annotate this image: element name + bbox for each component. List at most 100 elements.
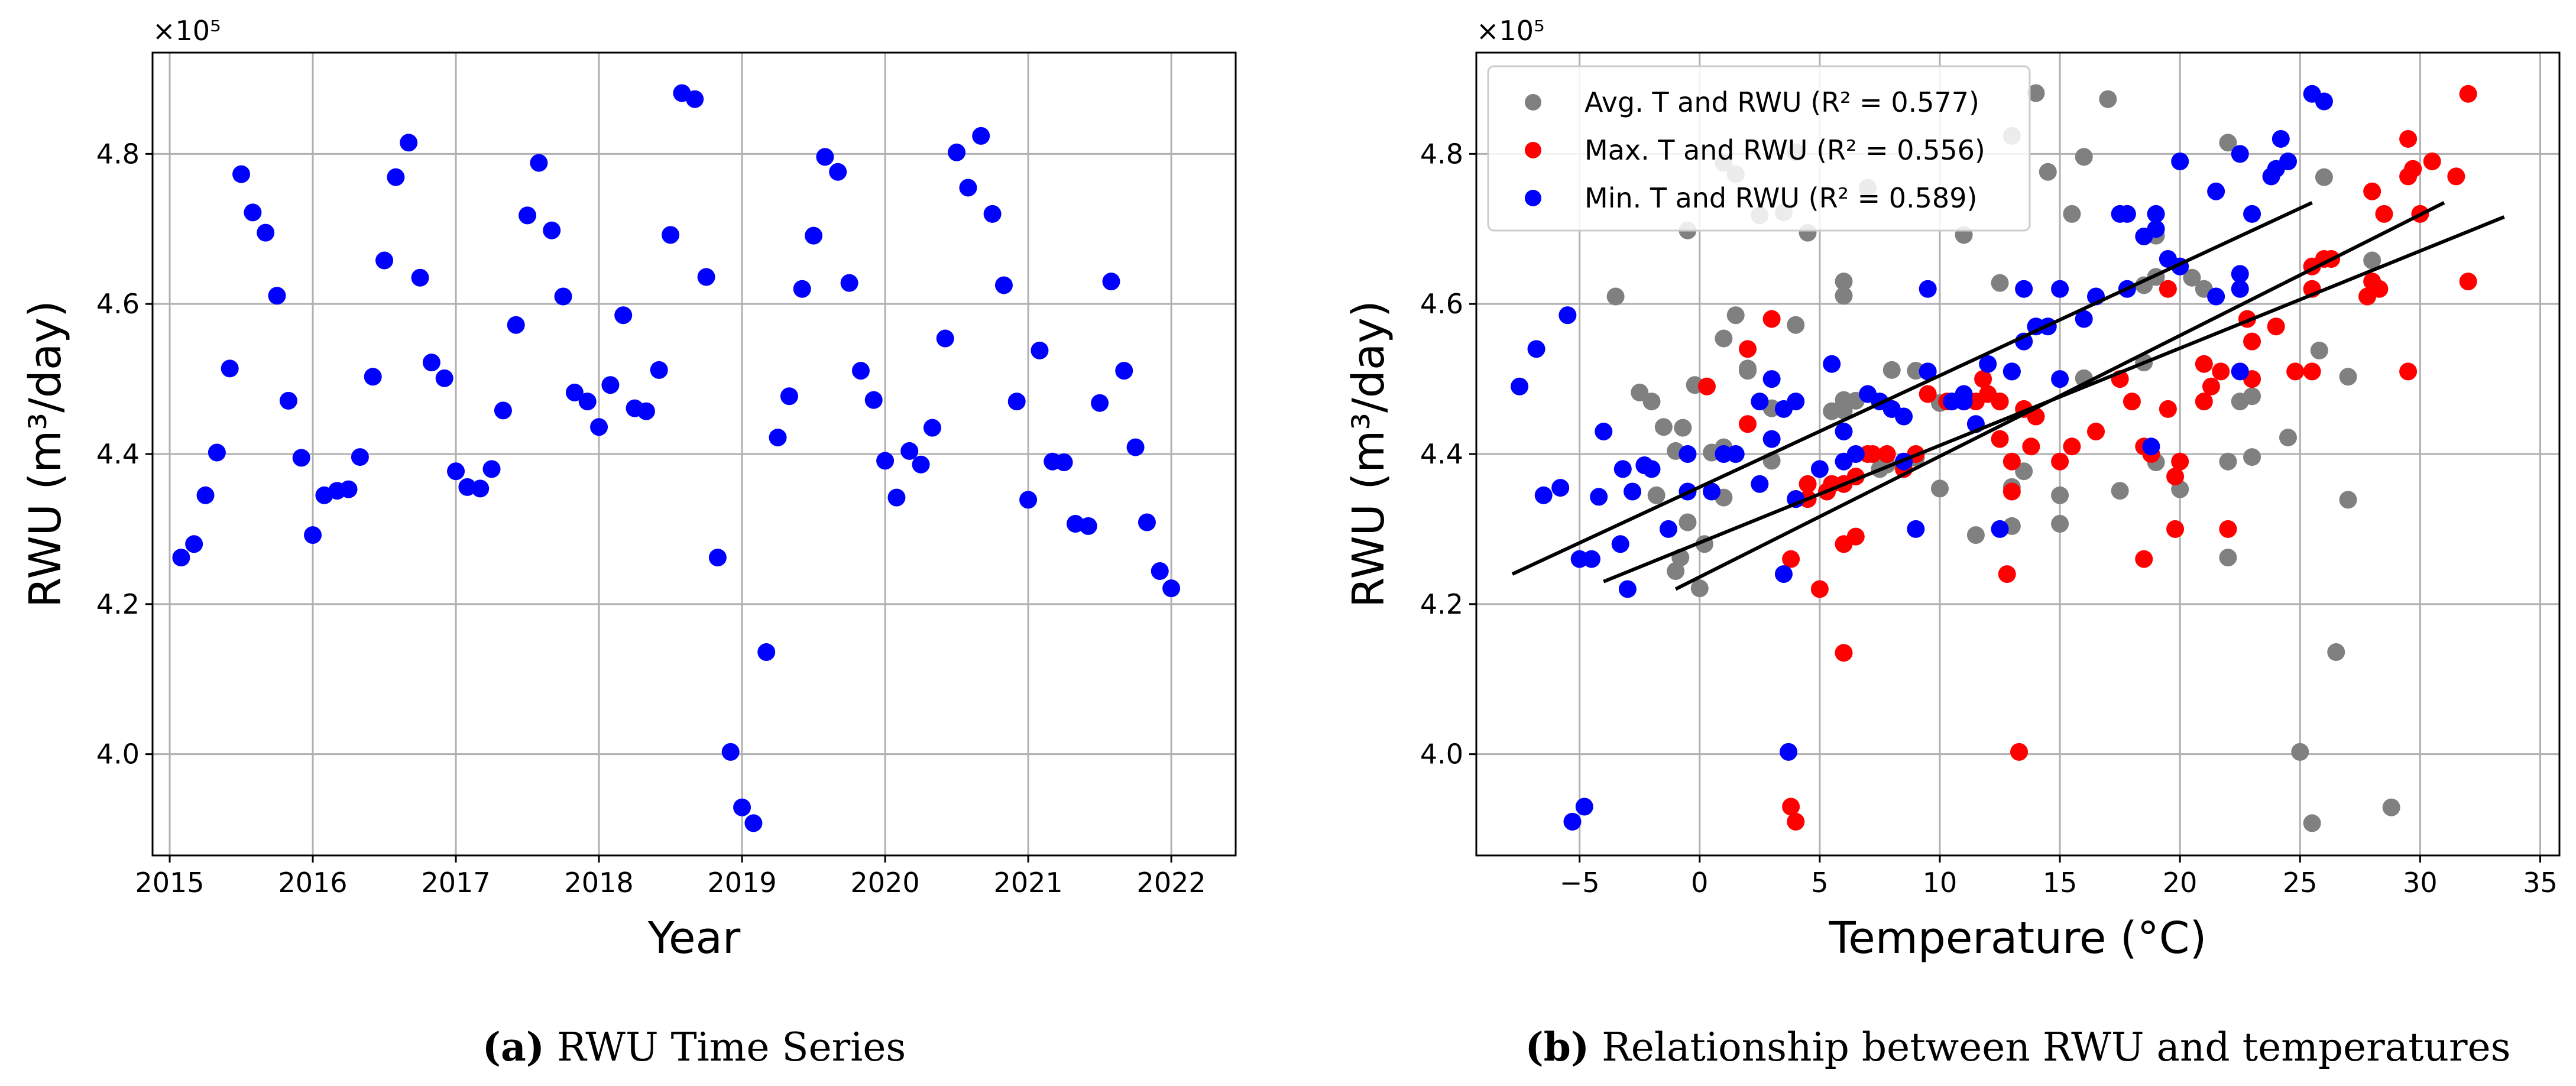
data-point-avg (2111, 482, 2129, 500)
data-point-min (1823, 355, 1841, 373)
data-point-rwu (482, 460, 501, 478)
data-point-rwu (208, 443, 226, 462)
data-point-avg (2183, 268, 2201, 287)
legend-name-min: Min. T and RWU (1585, 182, 1800, 214)
data-point-avg (1835, 391, 1853, 409)
data-point-min (1551, 479, 1570, 497)
data-point-rwu (578, 393, 597, 411)
data-point-rwu (447, 462, 465, 481)
data-point-rwu (172, 549, 190, 567)
legend-name-max: Max. T and RWU (1585, 134, 1807, 166)
data-point-min (1563, 812, 1582, 831)
y-tick-label: 4.8 (1420, 138, 1463, 170)
data-point-min (2111, 205, 2129, 223)
data-point-rwu (708, 549, 727, 567)
data-point-avg (1726, 306, 1745, 325)
data-point-min (2231, 265, 2249, 283)
data-point-min (1642, 460, 1661, 478)
legend-r2-max: (R² = 0.556) (1816, 134, 1985, 166)
data-point-rwu (757, 643, 776, 662)
panel-b-relationship: −5 0 5 10 15 20 25 30 35 4.0 4.2 4.4 4.6 4.8 ×10⁵ Te… (1343, 15, 2561, 1070)
data-point-min (1618, 580, 1637, 598)
data-point-max (2003, 482, 2021, 501)
data-point-avg (1787, 316, 1805, 334)
data-point-rwu (507, 316, 525, 334)
data-point-avg (1823, 402, 1841, 420)
data-point-max (2087, 422, 2105, 440)
data-point-avg (1667, 562, 1685, 580)
data-point-min (1774, 400, 1793, 418)
x-tick-label: 2015 (135, 867, 205, 899)
data-point-max (2159, 400, 2177, 418)
data-point-max (2267, 317, 2285, 336)
data-point-max (2171, 452, 2189, 471)
data-point-rwu (268, 287, 286, 305)
data-point-max (2399, 362, 2418, 381)
data-point-rwu (697, 268, 715, 286)
data-point-max (2195, 393, 2213, 411)
x-tick-label: 15 (2043, 867, 2078, 899)
data-point-rwu (1162, 579, 1181, 598)
panel-a-points (172, 84, 1181, 832)
data-point-max (2123, 393, 2141, 411)
data-point-rwu (614, 306, 633, 325)
data-point-max (1919, 385, 1937, 403)
data-point-min (2231, 362, 2249, 381)
legend-name-avg: Avg. T and RWU (1585, 86, 1802, 118)
data-point-avg (1679, 513, 1697, 531)
data-point-max (1739, 415, 1757, 433)
data-point-avg (2339, 491, 2357, 509)
data-point-max (1846, 527, 1865, 546)
data-point-avg (1647, 486, 1666, 504)
panel-b-caption: (b) Relationship between RWU and tempera… (1525, 1024, 2511, 1070)
data-point-min (1835, 452, 1853, 471)
data-point-max (1991, 393, 2009, 411)
panel-b-x-label: Temperature (°C) (1829, 913, 2207, 964)
data-point-max (2243, 332, 2261, 351)
data-point-min (1558, 306, 1577, 325)
data-point-avg (1835, 287, 1853, 305)
data-point-rwu (601, 376, 620, 394)
data-point-rwu (686, 90, 704, 108)
data-point-min (1955, 385, 1973, 403)
data-point-rwu (876, 452, 895, 470)
data-point-min (1624, 482, 1642, 501)
data-point-rwu (435, 369, 453, 387)
data-point-avg (2303, 814, 2321, 832)
data-point-rwu (912, 455, 930, 474)
data-point-rwu (257, 223, 275, 242)
data-point-avg (1674, 419, 1692, 437)
data-point-rwu (900, 442, 919, 460)
data-point-max (2195, 355, 2213, 373)
data-point-avg (2027, 84, 2045, 102)
x-tick-label: 25 (2283, 867, 2318, 899)
data-point-avg (1690, 579, 1709, 598)
data-point-min (2142, 437, 2160, 456)
data-point-rwu (840, 274, 858, 292)
data-point-min (2075, 310, 2093, 328)
data-point-rwu (851, 362, 870, 380)
data-point-min (1527, 340, 1545, 358)
panel-b-x-ticks: −5 0 5 10 15 20 25 30 35 (1560, 855, 2558, 899)
x-tick-label: 2021 (994, 867, 1063, 899)
x-tick-label: 30 (2403, 867, 2438, 899)
data-point-rwu (304, 526, 322, 544)
panel-b-frame (1475, 51, 2561, 857)
data-point-max (1782, 550, 1800, 568)
data-point-max (1974, 370, 1992, 388)
data-point-rwu (543, 221, 561, 239)
data-point-rwu (232, 165, 251, 183)
data-point-min (2171, 153, 2189, 171)
data-point-max (2202, 377, 2220, 396)
data-point-rwu (816, 148, 834, 166)
data-point-rwu (530, 154, 548, 172)
data-point-min (2147, 220, 2165, 238)
panel-a-y-ticks: 4.0 4.2 4.4 4.6 4.8 (96, 138, 153, 770)
data-point-avg (1966, 526, 1985, 544)
data-point-rwu (411, 268, 429, 287)
data-point-max (1799, 475, 1817, 493)
data-point-rwu (805, 226, 823, 245)
data-point-min (1679, 445, 1697, 463)
data-point-avg (1606, 287, 1625, 306)
data-point-avg (1654, 418, 1673, 436)
